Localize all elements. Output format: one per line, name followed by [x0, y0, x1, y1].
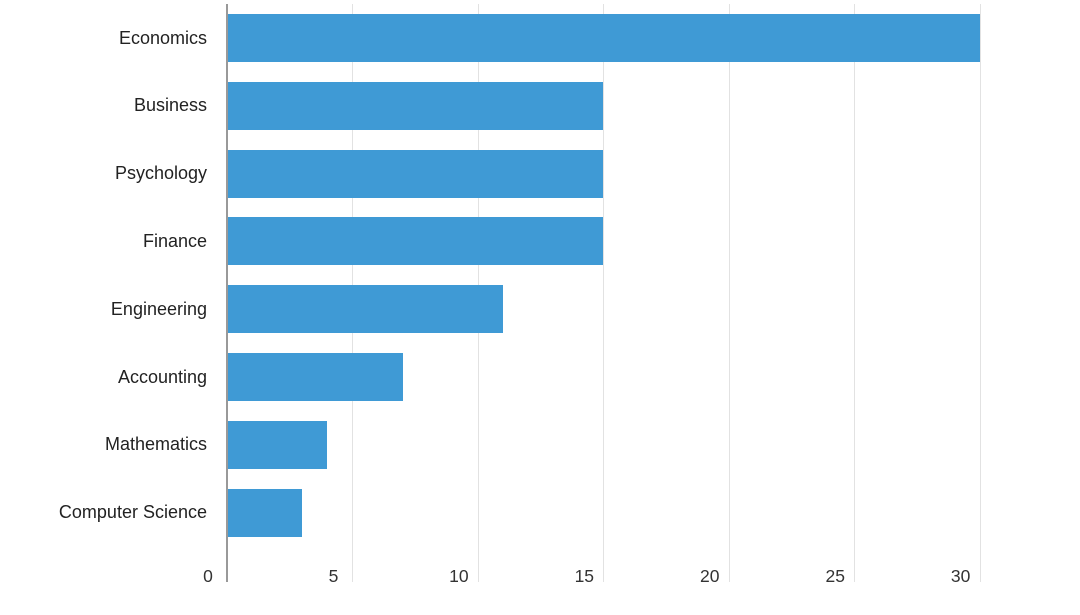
bar-finance	[228, 217, 604, 266]
bar-economics	[228, 14, 980, 62]
y-axis-line	[226, 4, 228, 582]
x-gridline	[854, 4, 856, 582]
category-label: Economics	[118, 27, 207, 48]
x-tick-label: 15	[574, 566, 595, 586]
bar-mathematics	[228, 420, 328, 469]
x-tick-label: 20	[700, 566, 720, 586]
x-gridline	[728, 4, 730, 582]
bar-psychology	[228, 149, 604, 198]
category-label: Accounting	[117, 366, 207, 387]
bar-engineering	[228, 285, 503, 334]
bar-computer-science	[228, 488, 303, 537]
x-tick-label: 5	[328, 566, 339, 586]
x-tick-label: 25	[825, 566, 845, 586]
x-gridline	[979, 4, 981, 582]
category-label: Business	[133, 95, 207, 116]
x-tick-label: 10	[449, 566, 469, 586]
category-label: Finance	[142, 230, 207, 251]
category-label: Mathematics	[104, 434, 207, 455]
category-label: Engineering	[110, 298, 207, 319]
x-gridline	[603, 4, 605, 582]
x-tick-label: 30	[950, 566, 971, 586]
bar-accounting	[228, 353, 403, 401]
category-label: Computer Science	[58, 502, 207, 523]
x-tick-label: 0	[203, 566, 213, 586]
bar-business	[228, 81, 604, 130]
category-label: Psychology	[114, 163, 207, 184]
